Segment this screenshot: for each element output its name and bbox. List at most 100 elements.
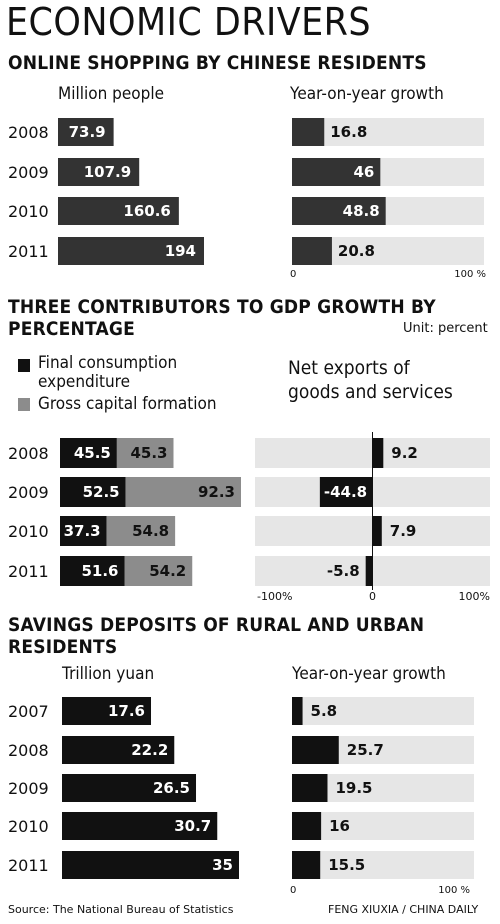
track-savings-growth-2011	[292, 851, 474, 879]
value-label-gross-capital-2010: 54.8	[132, 522, 169, 540]
bar-net-exports-2010	[372, 516, 382, 546]
panel-label-trillion-yuan: Trillion yuan	[62, 664, 155, 684]
bar-gross-capital-2011	[124, 556, 193, 586]
legend-swatch-final-consumption	[18, 359, 30, 372]
value-label-final-consumption-2008: 45.5	[74, 444, 111, 462]
track-savings-growth-2007	[292, 697, 474, 725]
tick-online-growth-100: 100 %	[454, 269, 486, 280]
year-label-online-2009: 2009	[8, 163, 49, 182]
section-title-gdp: THREE CONTRIBUTORS TO GDP GROWTH BY PERCE…	[8, 296, 436, 340]
bar-online-people-2009	[58, 158, 140, 186]
bar-savings-growth-2009	[292, 774, 328, 802]
value-label-final-consumption-2009: 52.5	[83, 483, 120, 501]
value-label-savings-growth-2011: 15.5	[328, 856, 365, 874]
value-label-net-exports-2009: -44.8	[324, 483, 367, 501]
bar-online-growth-2010	[292, 197, 386, 225]
value-label-savings-growth-2008: 25.7	[347, 741, 384, 759]
bar-savings-growth-2007	[292, 697, 303, 725]
bar-savings-growth-2011	[292, 851, 321, 879]
net-exports-label: Net exports of goods and services	[288, 357, 453, 403]
panel-label-yoy-growth-savings: Year-on-year growth	[292, 664, 446, 684]
value-label-online-growth-2010: 48.8	[343, 202, 380, 220]
bar-online-growth-2011	[292, 237, 332, 265]
legend-swatch-gross-capital	[18, 398, 30, 411]
value-label-online-growth-2011: 20.8	[338, 242, 375, 260]
value-label-savings-growth-2009: 19.5	[335, 779, 372, 797]
panel-label-million-people: Million people	[58, 84, 164, 104]
section-title-savings: SAVINGS DEPOSITS OF RURAL AND URBAN RESID…	[8, 614, 425, 658]
legend-label-gross-capital: Gross capital formation	[38, 394, 217, 414]
value-label-savings-deposits-2011: 35	[212, 856, 233, 874]
value-label-savings-deposits-2009: 26.5	[153, 779, 190, 797]
source-note: Source: The National Bureau of Statistic…	[8, 903, 234, 916]
year-label-online-2011: 2011	[8, 242, 49, 261]
year-label-savings-2007: 2007	[8, 702, 49, 721]
value-label-savings-growth-2010: 16	[329, 817, 350, 835]
credit-note: FENG XIUXIA / CHINA DAILY	[328, 903, 479, 916]
bar-online-people-2008	[58, 118, 114, 146]
bar-savings-growth-2010	[292, 812, 322, 840]
value-label-online-people-2011: 194	[165, 242, 196, 260]
bar-online-people-2010	[58, 197, 179, 225]
year-label-gdp-2011: 2011	[8, 562, 49, 581]
tick-savings-growth-100: 100 %	[438, 885, 470, 896]
value-label-savings-growth-2007: 5.8	[311, 702, 338, 720]
bar-final-consumption-2010	[60, 516, 107, 546]
bar-final-consumption-2009	[60, 477, 126, 507]
value-label-savings-deposits-2008: 22.2	[131, 741, 168, 759]
track-savings-growth-2010	[292, 812, 474, 840]
value-label-gross-capital-2011: 54.2	[149, 562, 186, 580]
tick-net-exports-100: 100%	[459, 590, 490, 603]
year-label-savings-2011: 2011	[8, 856, 49, 875]
year-label-online-2008: 2008	[8, 123, 49, 142]
year-label-gdp-2010: 2010	[8, 522, 49, 541]
value-label-online-growth-2008: 16.8	[330, 123, 367, 141]
value-label-savings-deposits-2007: 17.6	[108, 702, 145, 720]
bar-savings-growth-2008	[292, 736, 339, 764]
bar-savings-deposits-2010	[62, 812, 218, 840]
value-label-gross-capital-2008: 45.3	[130, 444, 167, 462]
value-label-net-exports-2010: 7.9	[390, 522, 417, 540]
year-label-online-2010: 2010	[8, 202, 49, 221]
bar-savings-deposits-2011	[62, 851, 239, 879]
bar-savings-deposits-2007	[62, 697, 152, 725]
bar-gross-capital-2010	[106, 516, 176, 546]
bar-final-consumption-2008	[60, 438, 117, 468]
value-label-online-people-2008: 73.9	[69, 123, 106, 141]
value-label-savings-deposits-2010: 30.7	[174, 817, 211, 835]
value-label-net-exports-2011: -5.8	[327, 562, 360, 580]
panel-label-yoy-growth-online: Year-on-year growth	[290, 84, 444, 104]
year-label-savings-2010: 2010	[8, 817, 49, 836]
value-label-final-consumption-2011: 51.6	[81, 562, 118, 580]
bar-savings-deposits-2009	[62, 774, 197, 802]
bar-online-growth-2009	[292, 158, 381, 186]
tick-online-growth-0: 0	[290, 269, 296, 280]
value-label-online-people-2009: 107.9	[84, 163, 131, 181]
year-label-gdp-2009: 2009	[8, 483, 49, 502]
bar-net-exports-2008	[372, 438, 384, 468]
value-label-online-people-2010: 160.6	[123, 202, 170, 220]
bar-final-consumption-2011	[60, 556, 125, 586]
bar-online-growth-2008	[292, 118, 325, 146]
legend-label-final-consumption: Final consumption expenditure	[38, 353, 178, 392]
value-label-online-growth-2009: 46	[353, 163, 374, 181]
value-label-gross-capital-2009: 92.3	[198, 483, 235, 501]
tick-savings-growth-0: 0	[290, 885, 296, 896]
unit-label: Unit: percent	[403, 321, 488, 336]
bar-gross-capital-2008	[116, 438, 174, 468]
tick-net-exports-minus-100: -100%	[257, 590, 292, 603]
section-title-online-shopping: ONLINE SHOPPING BY CHINESE RESIDENTS	[8, 52, 427, 74]
value-label-net-exports-2008: 9.2	[391, 444, 418, 462]
year-label-savings-2009: 2009	[8, 779, 49, 798]
bar-gross-capital-2009	[125, 477, 241, 507]
bar-net-exports-2009	[319, 477, 373, 507]
bar-net-exports-2011	[365, 556, 373, 586]
value-label-final-consumption-2010: 37.3	[64, 522, 101, 540]
main-title: ECONOMIC DRIVERS	[6, 0, 372, 44]
bar-savings-deposits-2008	[62, 736, 175, 764]
year-label-savings-2008: 2008	[8, 741, 49, 760]
tick-net-exports-0: 0	[369, 590, 376, 603]
year-label-gdp-2008: 2008	[8, 444, 49, 463]
bar-online-people-2011	[58, 237, 204, 265]
